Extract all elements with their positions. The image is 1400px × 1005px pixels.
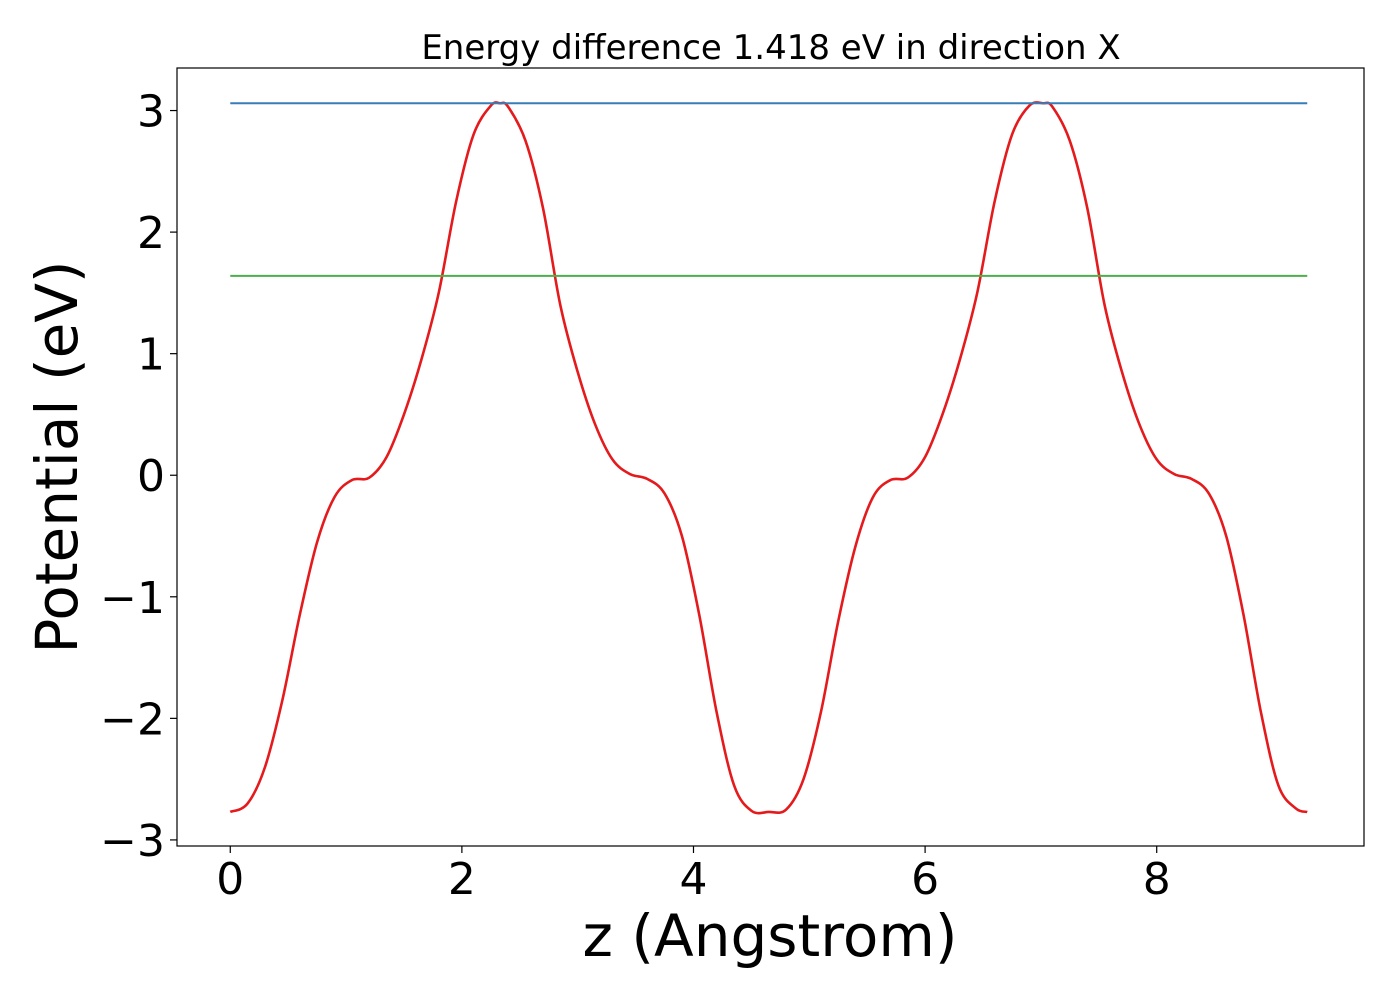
x-tick-label: 0 [216, 854, 244, 905]
x-axis: 0 2 4 6 8 [216, 846, 1171, 905]
y-tick-label: 3 [137, 87, 165, 138]
y-tick-label: −1 [100, 573, 165, 624]
x-tick-label: 6 [911, 854, 939, 905]
plot-frame [176, 67, 1365, 847]
x-tick-label: 8 [1143, 854, 1171, 905]
x-tick-label: 2 [448, 854, 476, 905]
y-axis: −3 −2 −1 0 1 2 3 [100, 87, 177, 867]
plot-area [229, 101, 1308, 815]
y-tick-label: 1 [137, 330, 165, 381]
y-axis-label: Potential (eV) [23, 260, 91, 653]
chart-title: Energy difference 1.418 eV in direction … [421, 28, 1120, 68]
y-tick-label: −2 [100, 694, 165, 745]
x-tick-label: 4 [679, 854, 707, 905]
y-tick-label: −3 [100, 816, 165, 867]
x-axis-label: z (Angstrom) [583, 902, 958, 970]
y-tick-label: 2 [137, 208, 165, 259]
y-tick-label: 0 [137, 451, 165, 502]
series-line-0 [229, 101, 1308, 815]
